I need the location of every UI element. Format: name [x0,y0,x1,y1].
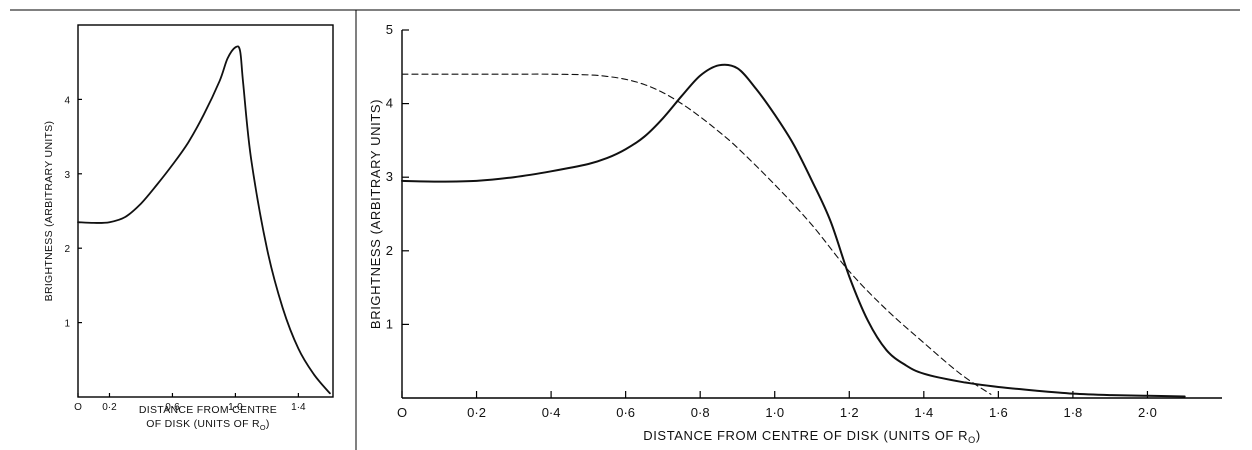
left-x-ticks: O 0·2 0·6 1·0 1·4 [74,393,306,413]
right-x-tick-label: 1·6 [989,405,1008,420]
left-solid-curve [77,45,331,395]
right-y-tick-label: 2 [386,243,393,258]
right-x-tick-label: 0·6 [616,405,635,420]
right-x-axis-label: DISTANCE FROM CENTRE OF DISK (UNITS OF R… [643,428,981,445]
left-x-tick-label: 0·2 [102,402,117,413]
right-x-ticks: O 0·2 0·4 0·6 0·8 1·0 1·2 1·4 1·6 1·8 2·0 [397,391,1157,420]
right-x-axis-label-end: ) [976,428,981,443]
left-x-axis-label-main: OF DISK (UNITS OF R [146,418,260,430]
left-y-tick-label: 4 [64,95,70,106]
left-x-tick-label: 1·0 [228,402,243,413]
right-y-tick-label: 3 [386,169,393,184]
left-y-axis-label: BRIGHTNESS (ARBITRARY UNITS) [43,121,55,302]
right-x-tick-label: 1·8 [1064,405,1083,420]
right-solid-curve [401,63,1186,398]
right-x-tick-label: 1·4 [914,405,933,420]
right-dashed-curve [401,73,992,395]
right-y-tick-label: 5 [386,22,393,37]
left-x-tick-label: O [74,402,82,413]
right-x-tick-label: 1·0 [765,405,784,420]
left-x-tick-label: 1·4 [291,402,306,413]
right-y-axis-label: BRIGHTNESS (ARBITRARY UNITS) [368,99,383,329]
left-series-group [77,45,331,395]
right-y-tick-label: 4 [386,96,393,111]
right-x-tick-label: O [397,405,407,420]
left-y-tick-label: 2 [64,244,70,255]
right-y-tick-label: 1 [386,316,393,331]
right-x-tick-label: 1·2 [840,405,859,420]
right-series-group [401,63,1186,398]
left-y-tick-label: 3 [64,170,70,181]
left-x-axis-label-line2: OF DISK (UNITS OF RO) [146,418,269,432]
right-chart: O 0·2 0·4 0·6 0·8 1·0 1·2 1·4 1·6 1·8 2·0 1 2 3 4 5 DI… [368,22,1222,445]
right-x-tick-label: 0·4 [542,405,561,420]
left-plot-frame [77,24,334,398]
left-x-tick-label: 0·6 [165,402,180,413]
left-y-ticks: 1 2 3 4 [64,95,82,330]
left-x-axis-label-end: ) [266,418,270,430]
right-x-tick-label: 0·8 [691,405,710,420]
left-x-axis-label-line1: DISTANCE FROM CENTRE [139,404,277,416]
left-x-axis-label-subscript: O [260,423,266,432]
right-x-tick-label: 2·0 [1138,405,1157,420]
right-x-axis-label-main: DISTANCE FROM CENTRE OF DISK (UNITS OF R [643,428,968,443]
right-y-ticks: 1 2 3 4 5 [386,22,409,331]
right-x-axis-label-subscript: O [968,435,976,445]
right-x-tick-label: 0·2 [467,405,486,420]
left-y-tick-label: 1 [64,319,70,330]
